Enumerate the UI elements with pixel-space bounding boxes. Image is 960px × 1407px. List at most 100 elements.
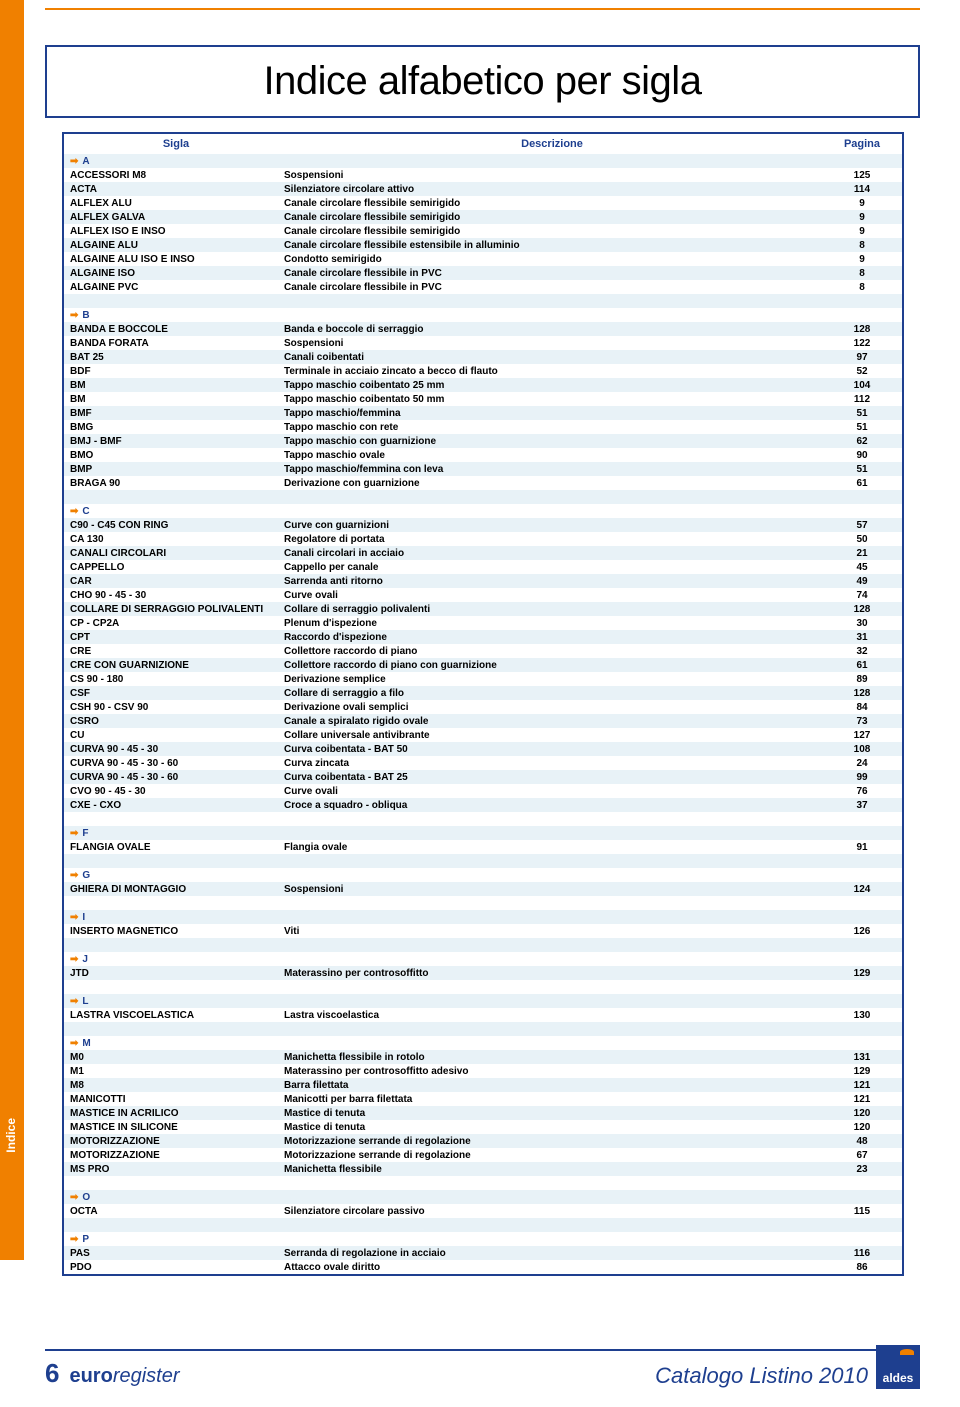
table-row: CRECollettore raccordo di piano32 [64, 644, 902, 658]
cell-sigla: CP - CP2A [64, 618, 282, 629]
table-row: ALGAINE ALU ISO E INSOCondotto semirigid… [64, 252, 902, 266]
table-row: CUCollare universale antivibrante127 [64, 728, 902, 742]
table-row: CVO 90 - 45 - 30Curve ovali76 [64, 784, 902, 798]
table-row: CSROCanale a spiralato rigido ovale73 [64, 714, 902, 728]
cell-page: 86 [822, 1262, 902, 1273]
section-letter: J [82, 954, 88, 965]
section-row: ➡J [64, 952, 902, 966]
table-row: COLLARE DI SERRAGGIO POLIVALENTICollare … [64, 602, 902, 616]
table-row: ALGAINE PVCCanale circolare flessibile i… [64, 280, 902, 294]
brand-euroregister: euroregister [69, 1365, 179, 1388]
cell-desc: Motorizzazione serrande di regolazione [282, 1150, 822, 1161]
cell-sigla: PAS [64, 1248, 282, 1259]
cell-page: 120 [822, 1108, 902, 1119]
cell-desc: Sospensioni [282, 338, 822, 349]
cell-desc: Manicotti per barra filettata [282, 1094, 822, 1105]
cell-desc: Silenziatore circolare passivo [282, 1206, 822, 1217]
section-letter: O [82, 1192, 90, 1203]
cell-page: 8 [822, 282, 902, 293]
section-arrow-icon: ➡ [64, 156, 78, 167]
cell-sigla: M0 [64, 1052, 282, 1063]
cell-page: 9 [822, 226, 902, 237]
cell-sigla: ALFLEX ISO E INSO [64, 226, 282, 237]
section-letter: C [82, 506, 89, 517]
cell-desc: Attacco ovale diritto [282, 1262, 822, 1273]
cell-page: 61 [822, 478, 902, 489]
cell-sigla: CA 130 [64, 534, 282, 545]
side-tab-indice: Indice [0, 1100, 22, 1171]
cell-sigla: CAPPELLO [64, 562, 282, 573]
section-arrow-icon: ➡ [64, 954, 78, 965]
cell-desc: Barra filettata [282, 1080, 822, 1091]
cell-sigla: M8 [64, 1080, 282, 1091]
cell-sigla: CANALI CIRCOLARI [64, 548, 282, 559]
section-row: ➡A [64, 154, 902, 168]
table-row: BRAGA 90Derivazione con guarnizione61 [64, 476, 902, 490]
cell-sigla: BM [64, 394, 282, 405]
cell-sigla: CU [64, 730, 282, 741]
cell-desc: Canale circolare flessibile estensibile … [282, 240, 822, 251]
cell-desc: Curve ovali [282, 786, 822, 797]
cell-page: 104 [822, 380, 902, 391]
cell-sigla: ACCESSORI M8 [64, 170, 282, 181]
blank-row [64, 980, 902, 994]
cell-sigla: CRE [64, 646, 282, 657]
table-row: BDFTerminale in acciaio zincato a becco … [64, 364, 902, 378]
cell-sigla: CHO 90 - 45 - 30 [64, 590, 282, 601]
footer-catalog-label: Catalogo Listino 2010 [655, 1363, 868, 1389]
cell-page: 124 [822, 884, 902, 895]
cell-desc: Collettore raccordo di piano [282, 646, 822, 657]
section-letter: I [82, 912, 85, 923]
cell-page: 122 [822, 338, 902, 349]
cell-sigla: ALFLEX ALU [64, 198, 282, 209]
table-row: M1Materassino per controsoffitto adesivo… [64, 1064, 902, 1078]
blank-row [64, 1022, 902, 1036]
cell-page: 31 [822, 632, 902, 643]
table-row: PDOAttacco ovale diritto86 [64, 1260, 902, 1274]
cell-page: 74 [822, 590, 902, 601]
table-row: BMJ - BMFTappo maschio con guarnizione62 [64, 434, 902, 448]
table-row: CA 130Regolatore di portata50 [64, 532, 902, 546]
cell-page: 120 [822, 1122, 902, 1133]
cell-page: 61 [822, 660, 902, 671]
cell-sigla: BMF [64, 408, 282, 419]
cell-page: 128 [822, 688, 902, 699]
section-row: ➡M [64, 1036, 902, 1050]
table-row: BMTappo maschio coibentato 25 mm104 [64, 378, 902, 392]
table-row: CXE - CXOCroce a squadro - obliqua37 [64, 798, 902, 812]
col-header-descrizione: Descrizione [282, 138, 822, 150]
cell-sigla: MS PRO [64, 1164, 282, 1175]
cell-desc: Canali coibentati [282, 352, 822, 363]
cell-desc: Plenum d'ispezione [282, 618, 822, 629]
cell-page: 32 [822, 646, 902, 657]
table-row: ACTASilenziatore circolare attivo114 [64, 182, 902, 196]
table-row: ACCESSORI M8Sospensioni125 [64, 168, 902, 182]
cell-desc: Collare di serraggio a filo [282, 688, 822, 699]
blank-row [64, 854, 902, 868]
section-row: ➡O [64, 1190, 902, 1204]
cell-page: 121 [822, 1094, 902, 1105]
table-header: Sigla Descrizione Pagina [64, 134, 902, 154]
cell-sigla: GHIERA DI MONTAGGIO [64, 884, 282, 895]
cell-desc: Tappo maschio coibentato 50 mm [282, 394, 822, 405]
cell-desc: Collettore raccordo di piano con guarniz… [282, 660, 822, 671]
cell-desc: Derivazione con guarnizione [282, 478, 822, 489]
blank-row [64, 1218, 902, 1232]
table-row: JTDMaterassino per controsoffitto129 [64, 966, 902, 980]
cell-page: 49 [822, 576, 902, 587]
blank-row [64, 294, 902, 308]
cell-desc: Curve ovali [282, 590, 822, 601]
table-row: CSFCollare di serraggio a filo128 [64, 686, 902, 700]
table-row: MANICOTTIManicotti per barra filettata12… [64, 1092, 902, 1106]
cell-desc: Tappo maschio con rete [282, 422, 822, 433]
cell-desc: Sospensioni [282, 170, 822, 181]
section-letter: B [82, 310, 89, 321]
cell-page: 52 [822, 366, 902, 377]
table-row: ALFLEX GALVACanale circolare flessibile … [64, 210, 902, 224]
page-title: Indice alfabetico per sigla [47, 59, 918, 104]
cell-desc: Cappello per canale [282, 562, 822, 573]
cell-sigla: BMG [64, 422, 282, 433]
table-row: INSERTO MAGNETICOViti126 [64, 924, 902, 938]
cell-sigla: CXE - CXO [64, 800, 282, 811]
cell-desc: Sarrenda anti ritorno [282, 576, 822, 587]
